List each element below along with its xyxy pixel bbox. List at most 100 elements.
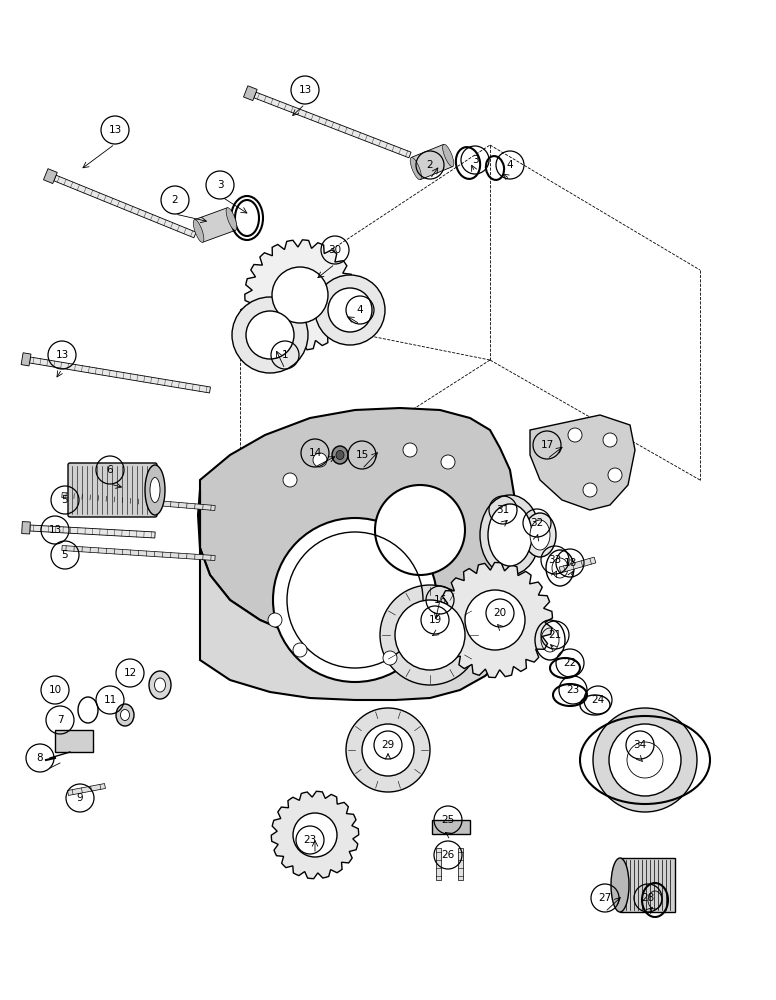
Polygon shape [198, 408, 515, 644]
Text: 22: 22 [563, 658, 577, 668]
Bar [432, 820, 470, 834]
Ellipse shape [154, 678, 165, 692]
Circle shape [593, 708, 697, 812]
Circle shape [362, 724, 414, 776]
Text: 14: 14 [308, 448, 321, 458]
Text: 5: 5 [61, 550, 68, 560]
Text: 26: 26 [442, 850, 455, 860]
Polygon shape [438, 563, 553, 677]
Text: 21: 21 [549, 630, 562, 640]
Polygon shape [458, 848, 462, 880]
Polygon shape [200, 490, 512, 700]
Text: 23: 23 [303, 835, 317, 845]
Polygon shape [68, 784, 106, 795]
Text: 29: 29 [381, 740, 395, 750]
Ellipse shape [524, 513, 556, 557]
Ellipse shape [480, 495, 540, 575]
Ellipse shape [411, 157, 421, 180]
Text: 7: 7 [57, 715, 64, 725]
Ellipse shape [611, 858, 629, 912]
Text: 10: 10 [48, 685, 61, 695]
Text: 19: 19 [428, 615, 442, 625]
Polygon shape [21, 353, 31, 366]
Text: 33: 33 [549, 555, 562, 565]
Bar [620, 858, 675, 912]
Text: 2: 2 [171, 195, 178, 205]
Ellipse shape [442, 144, 454, 167]
Circle shape [423, 638, 437, 652]
Text: 8: 8 [36, 753, 43, 763]
Polygon shape [559, 557, 596, 573]
Circle shape [232, 297, 308, 373]
Ellipse shape [193, 220, 204, 242]
Circle shape [603, 433, 617, 447]
Ellipse shape [145, 465, 165, 515]
Text: 23: 23 [566, 685, 580, 695]
Ellipse shape [150, 478, 160, 502]
Text: 34: 34 [633, 740, 646, 750]
Ellipse shape [149, 671, 171, 699]
Circle shape [268, 613, 282, 627]
Text: 30: 30 [328, 245, 341, 255]
Circle shape [315, 275, 385, 345]
Text: 9: 9 [77, 793, 83, 803]
Text: 13: 13 [48, 525, 61, 535]
Circle shape [346, 708, 430, 792]
Text: 3: 3 [472, 155, 478, 165]
Text: 11: 11 [103, 695, 116, 705]
Text: 27: 27 [598, 893, 611, 903]
Polygon shape [62, 493, 215, 510]
Circle shape [272, 267, 328, 323]
Text: 18: 18 [563, 558, 577, 568]
Ellipse shape [488, 504, 532, 566]
Text: 15: 15 [355, 450, 369, 460]
Circle shape [273, 518, 437, 682]
Polygon shape [244, 240, 355, 350]
Text: 1: 1 [282, 350, 289, 360]
Text: 13: 13 [55, 350, 68, 360]
Ellipse shape [336, 450, 344, 460]
Text: 31: 31 [497, 505, 510, 515]
Circle shape [441, 455, 455, 469]
Text: 16: 16 [433, 595, 447, 605]
Ellipse shape [332, 446, 348, 464]
Circle shape [609, 724, 681, 796]
Polygon shape [195, 208, 236, 242]
Circle shape [328, 288, 372, 332]
Text: 4: 4 [357, 305, 363, 315]
Text: 13: 13 [109, 125, 122, 135]
Circle shape [395, 600, 465, 670]
Circle shape [293, 643, 307, 657]
Polygon shape [272, 791, 359, 879]
Circle shape [283, 473, 297, 487]
Text: 28: 28 [642, 893, 655, 903]
Text: 13: 13 [299, 85, 312, 95]
Text: 12: 12 [123, 668, 137, 678]
Polygon shape [530, 415, 635, 510]
Polygon shape [62, 546, 215, 560]
Polygon shape [54, 175, 196, 238]
Circle shape [380, 585, 480, 685]
Text: 32: 32 [530, 518, 544, 528]
Text: 17: 17 [540, 440, 553, 450]
Text: 24: 24 [591, 695, 605, 705]
Polygon shape [29, 357, 210, 393]
Polygon shape [22, 522, 30, 534]
Text: 5: 5 [61, 495, 68, 505]
Circle shape [568, 428, 582, 442]
Text: 4: 4 [507, 160, 513, 170]
Ellipse shape [116, 704, 134, 726]
Circle shape [615, 730, 675, 790]
FancyBboxPatch shape [68, 463, 157, 517]
Circle shape [465, 590, 525, 650]
Ellipse shape [120, 710, 130, 720]
Ellipse shape [530, 520, 550, 550]
Text: 6: 6 [106, 465, 113, 475]
Polygon shape [244, 86, 257, 101]
Polygon shape [43, 169, 57, 184]
Circle shape [583, 483, 597, 497]
Circle shape [293, 813, 337, 857]
Polygon shape [254, 92, 411, 158]
Text: 2: 2 [427, 160, 433, 170]
Text: 20: 20 [494, 608, 507, 618]
